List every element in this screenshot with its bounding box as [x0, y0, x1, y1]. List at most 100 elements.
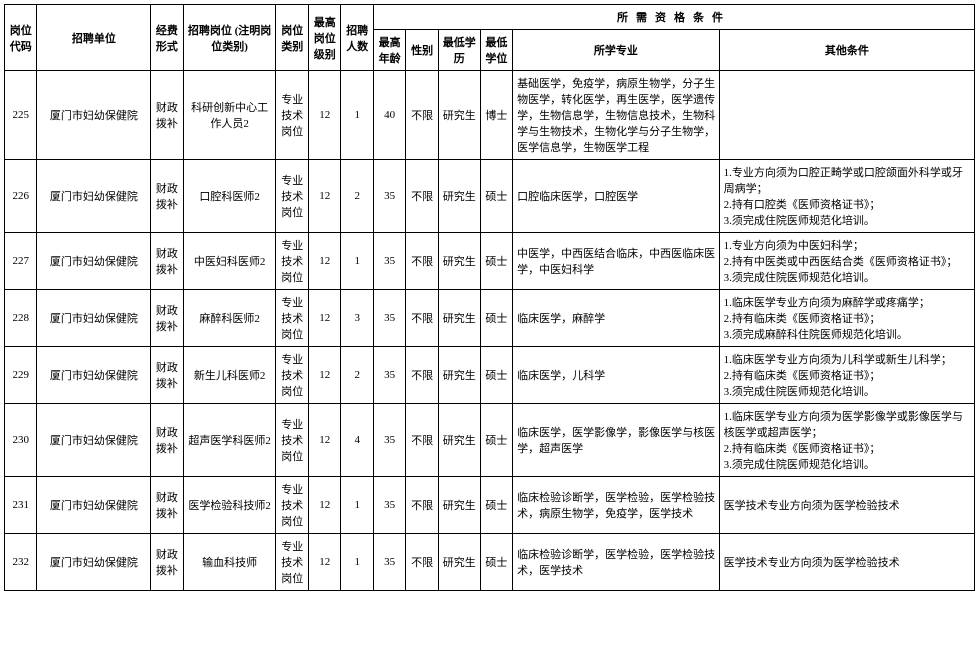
cell-unit: 厦门市妇幼保健院	[37, 233, 151, 290]
cell-edu: 研究生	[438, 404, 480, 477]
cell-other: 医学技术专业方向须为医学检验技术	[719, 534, 974, 591]
cell-code: 232	[5, 534, 37, 591]
table-row: 227厦门市妇幼保健院财政拨补中医妇科医师2专业技术岗位12135不限研究生硕士…	[5, 233, 975, 290]
header-level: 最高岗位级别	[308, 5, 340, 71]
cell-unit: 厦门市妇幼保健院	[37, 71, 151, 160]
cell-sex: 不限	[406, 534, 438, 591]
cell-post: 麻醉科医师2	[183, 290, 276, 347]
header-code: 岗位代码	[5, 5, 37, 71]
cell-cat: 专业技术岗位	[276, 404, 308, 477]
cell-fund: 财政拨补	[151, 233, 183, 290]
cell-cat: 专业技术岗位	[276, 160, 308, 233]
table-row: 232厦门市妇幼保健院财政拨补输血科技师专业技术岗位12135不限研究生硕士临床…	[5, 534, 975, 591]
header-unit: 招聘单位	[37, 5, 151, 71]
cell-unit: 厦门市妇幼保健院	[37, 290, 151, 347]
cell-level: 12	[308, 477, 340, 534]
header-edu: 最低学历	[438, 30, 480, 71]
header-major: 所学专业	[513, 30, 720, 71]
table-row: 230厦门市妇幼保健院财政拨补超声医学科医师2专业技术岗位12435不限研究生硕…	[5, 404, 975, 477]
cell-cat: 专业技术岗位	[276, 534, 308, 591]
cell-fund: 财政拨补	[151, 290, 183, 347]
cell-fund: 财政拨补	[151, 160, 183, 233]
cell-other: 1.临床医学专业方向须为麻醉学或疼痛学； 2.持有临床类《医师资格证书》； 3.…	[719, 290, 974, 347]
header-age: 最高年龄	[373, 30, 405, 71]
cell-count: 3	[341, 290, 373, 347]
cell-major: 临床检验诊断学，医学检验，医学检验技术，病原生物学，免疫学，医学技术	[513, 477, 720, 534]
cell-degree: 硕士	[480, 404, 512, 477]
cell-fund: 财政拨补	[151, 477, 183, 534]
cell-sex: 不限	[406, 477, 438, 534]
cell-code: 227	[5, 233, 37, 290]
cell-count: 1	[341, 477, 373, 534]
cell-post: 超声医学科医师2	[183, 404, 276, 477]
cell-post: 医学检验科技师2	[183, 477, 276, 534]
cell-age: 40	[373, 71, 405, 160]
cell-count: 2	[341, 347, 373, 404]
table-row: 229厦门市妇幼保健院财政拨补新生儿科医师2专业技术岗位12235不限研究生硕士…	[5, 347, 975, 404]
cell-fund: 财政拨补	[151, 71, 183, 160]
cell-code: 225	[5, 71, 37, 160]
table-row: 231厦门市妇幼保健院财政拨补医学检验科技师2专业技术岗位12135不限研究生硕…	[5, 477, 975, 534]
cell-age: 35	[373, 233, 405, 290]
cell-level: 12	[308, 160, 340, 233]
cell-major: 临床医学，儿科学	[513, 347, 720, 404]
cell-cat: 专业技术岗位	[276, 71, 308, 160]
cell-count: 2	[341, 160, 373, 233]
cell-fund: 财政拨补	[151, 534, 183, 591]
header-post: 招聘岗位 (注明岗位类别)	[183, 5, 276, 71]
cell-degree: 硕士	[480, 534, 512, 591]
cell-fund: 财政拨补	[151, 347, 183, 404]
cell-sex: 不限	[406, 71, 438, 160]
cell-level: 12	[308, 404, 340, 477]
cell-level: 12	[308, 71, 340, 160]
cell-major: 临床医学，麻醉学	[513, 290, 720, 347]
cell-unit: 厦门市妇幼保健院	[37, 160, 151, 233]
cell-unit: 厦门市妇幼保健院	[37, 404, 151, 477]
cell-level: 12	[308, 347, 340, 404]
cell-age: 35	[373, 347, 405, 404]
cell-sex: 不限	[406, 160, 438, 233]
cell-count: 1	[341, 534, 373, 591]
cell-level: 12	[308, 233, 340, 290]
cell-sex: 不限	[406, 290, 438, 347]
cell-count: 1	[341, 233, 373, 290]
cell-major: 临床医学，医学影像学，影像医学与核医学，超声医学	[513, 404, 720, 477]
header-fund: 经费形式	[151, 5, 183, 71]
cell-edu: 研究生	[438, 71, 480, 160]
cell-sex: 不限	[406, 347, 438, 404]
table-row: 226厦门市妇幼保健院财政拨补口腔科医师2专业技术岗位12235不限研究生硕士口…	[5, 160, 975, 233]
table-header: 岗位代码 招聘单位 经费形式 招聘岗位 (注明岗位类别) 岗位类别 最高岗位级别…	[5, 5, 975, 71]
cell-code: 228	[5, 290, 37, 347]
header-cat: 岗位类别	[276, 5, 308, 71]
cell-age: 35	[373, 534, 405, 591]
cell-cat: 专业技术岗位	[276, 477, 308, 534]
cell-unit: 厦门市妇幼保健院	[37, 347, 151, 404]
cell-code: 229	[5, 347, 37, 404]
header-degree: 最低学位	[480, 30, 512, 71]
cell-post: 新生儿科医师2	[183, 347, 276, 404]
header-sex: 性别	[406, 30, 438, 71]
cell-post: 科研创新中心工作人员2	[183, 71, 276, 160]
cell-major: 口腔临床医学，口腔医学	[513, 160, 720, 233]
cell-cat: 专业技术岗位	[276, 233, 308, 290]
cell-unit: 厦门市妇幼保健院	[37, 477, 151, 534]
cell-age: 35	[373, 404, 405, 477]
cell-edu: 研究生	[438, 347, 480, 404]
cell-sex: 不限	[406, 233, 438, 290]
cell-code: 230	[5, 404, 37, 477]
header-count: 招聘人数	[341, 5, 373, 71]
cell-other: 1.临床医学专业方向须为儿科学或新生儿科学； 2.持有临床类《医师资格证书》； …	[719, 347, 974, 404]
cell-degree: 博士	[480, 71, 512, 160]
cell-fund: 财政拨补	[151, 404, 183, 477]
cell-edu: 研究生	[438, 160, 480, 233]
cell-other: 1.专业方向须为中医妇科学； 2.持有中医类或中西医结合类《医师资格证书》； 3…	[719, 233, 974, 290]
cell-degree: 硕士	[480, 160, 512, 233]
cell-other: 医学技术专业方向须为医学检验技术	[719, 477, 974, 534]
cell-sex: 不限	[406, 404, 438, 477]
cell-edu: 研究生	[438, 290, 480, 347]
cell-count: 4	[341, 404, 373, 477]
cell-count: 1	[341, 71, 373, 160]
cell-post: 口腔科医师2	[183, 160, 276, 233]
cell-code: 231	[5, 477, 37, 534]
cell-age: 35	[373, 290, 405, 347]
